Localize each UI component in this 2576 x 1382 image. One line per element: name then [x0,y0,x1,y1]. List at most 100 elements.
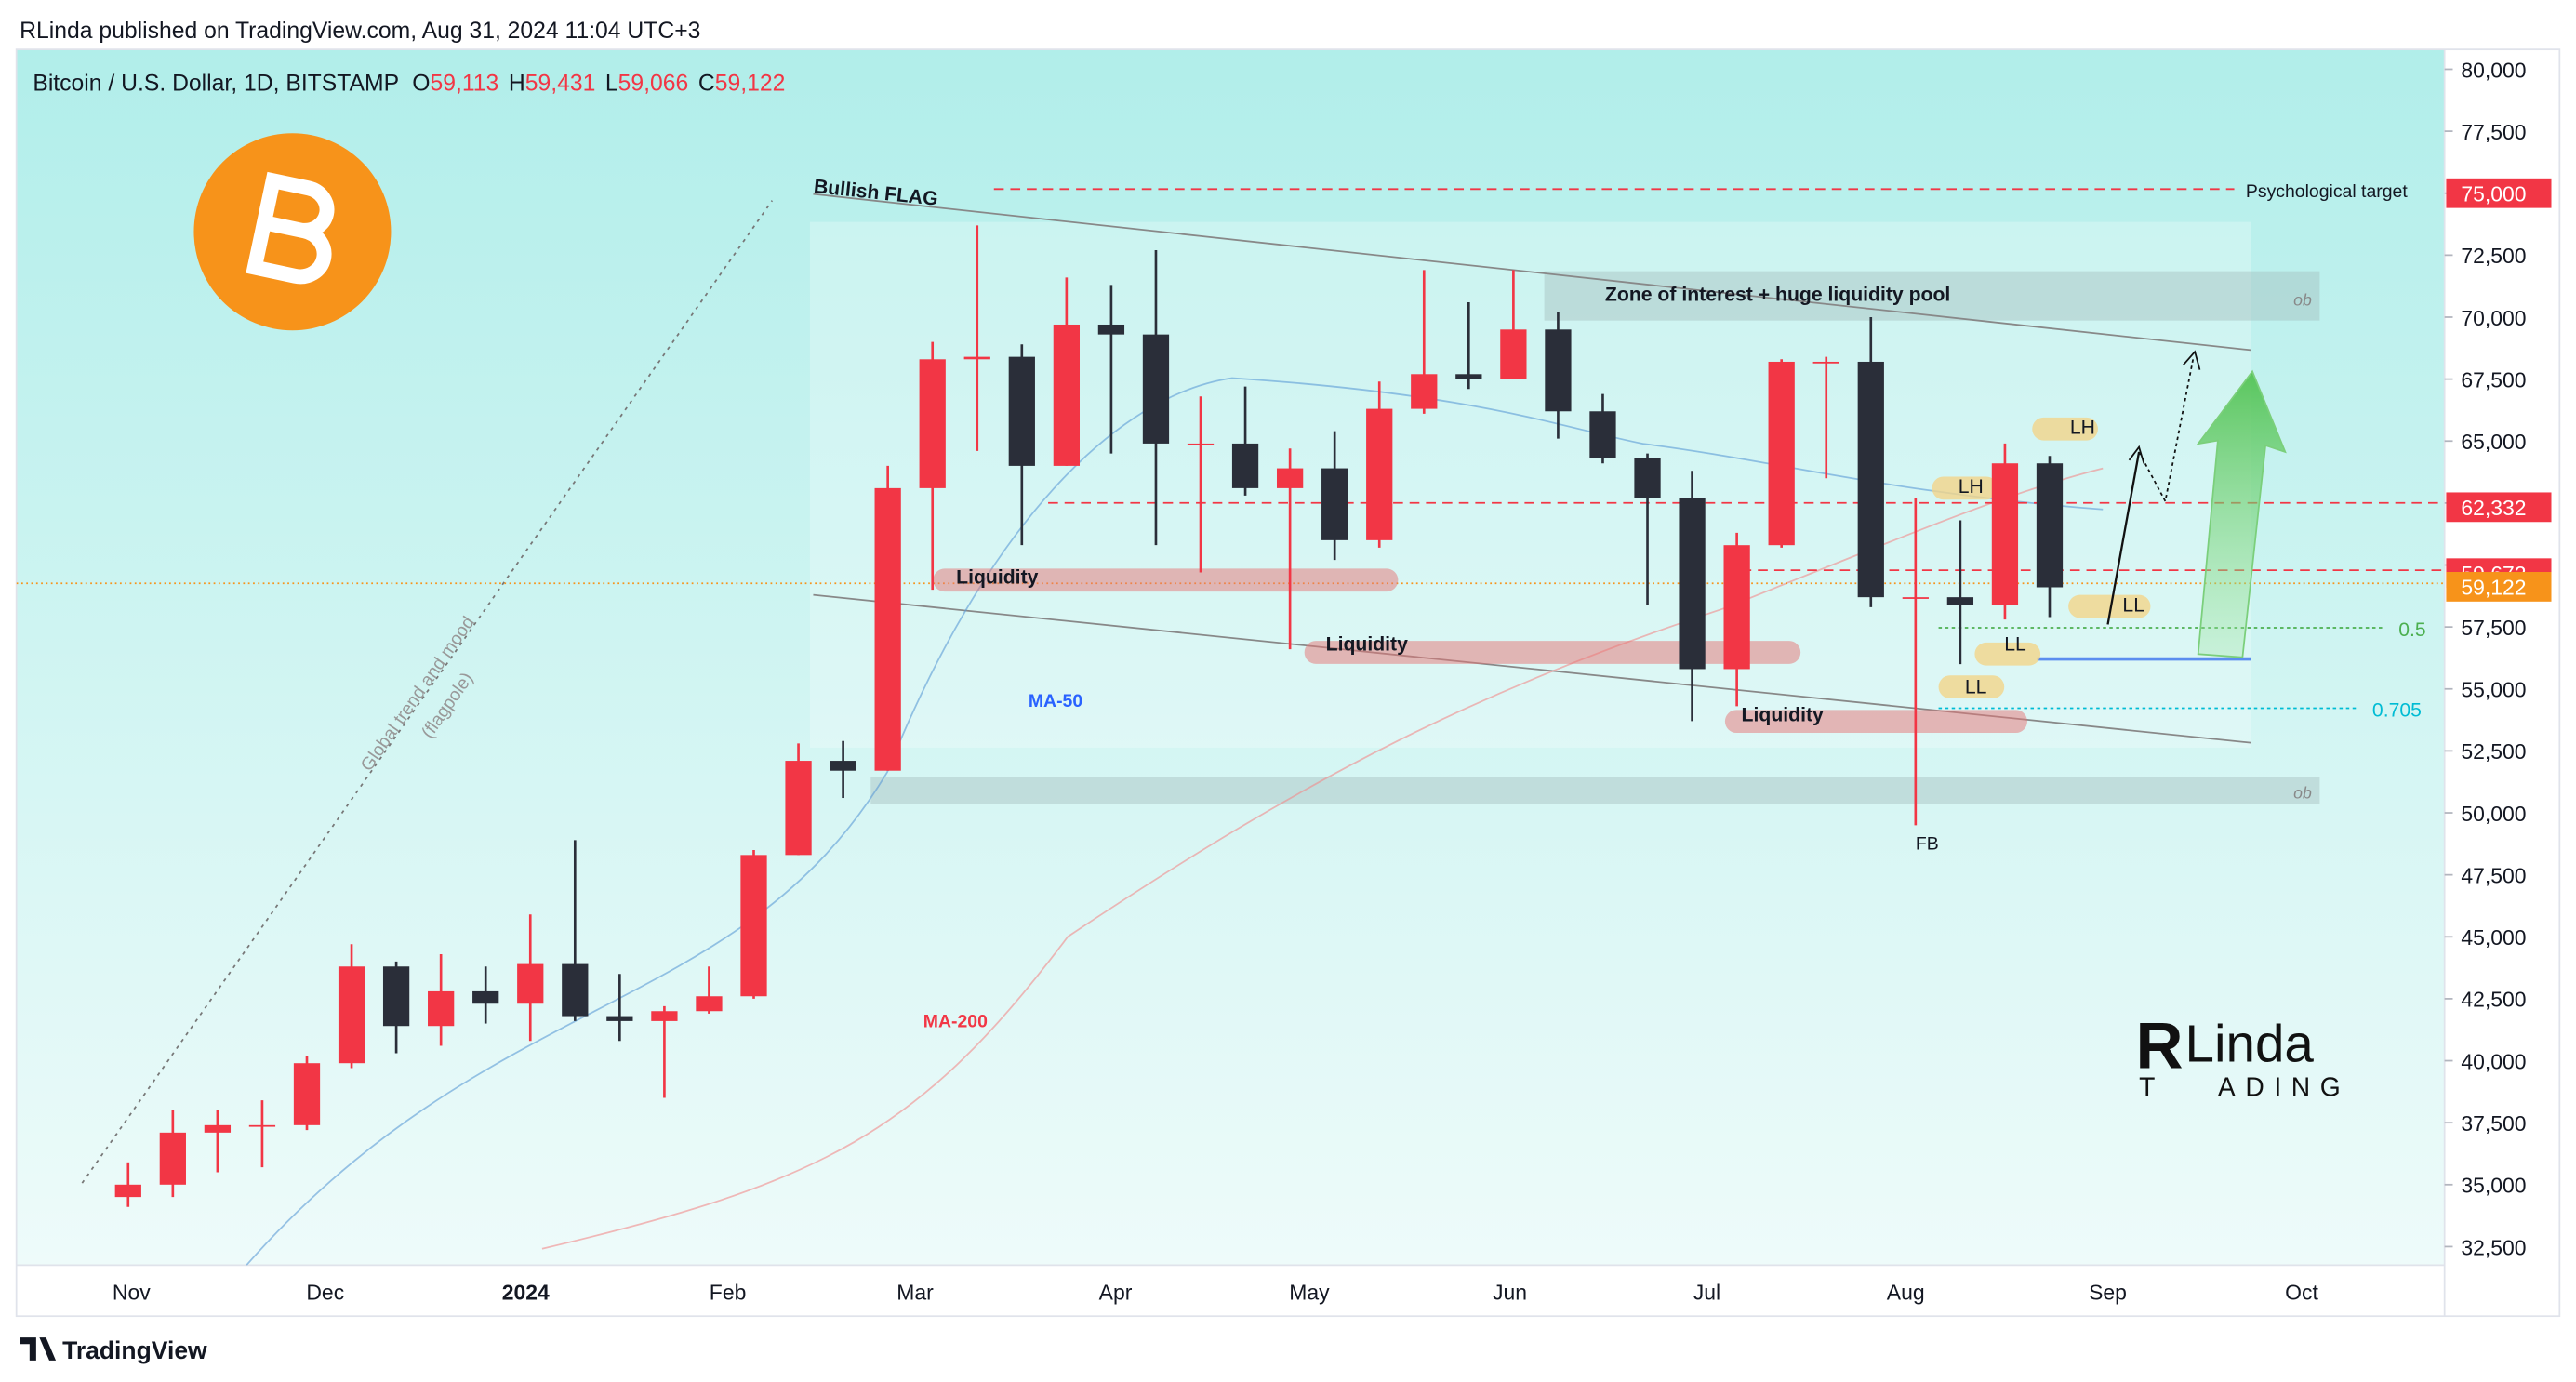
candle-body [785,761,812,856]
candle-body [517,963,544,1004]
candle-body [1500,329,1527,379]
price-tag [2446,572,2552,602]
y-tick-label: 45,000 [2461,925,2526,950]
annotations: Bullish FLAG Zone of interest + huge liq… [813,176,2144,1031]
candle-body [338,966,365,1064]
y-tick-label: 47,500 [2461,863,2526,887]
ll-label: LL [2004,634,2026,656]
y-tick-label: 72,500 [2461,244,2526,268]
l-label: L [605,71,618,96]
y-tick-label: 42,500 [2461,988,2526,1012]
candle-body [606,1016,633,1021]
price-tag-label: 62,332 [2461,496,2526,520]
ob-label: ob [2293,291,2312,310]
y-tick-label: 65,000 [2461,430,2526,454]
candle-body [919,359,946,488]
logo-r: R [2136,1008,2184,1082]
brand: TradingView [62,1336,207,1364]
y-tick-label: 37,500 [2461,1111,2526,1136]
candle-body [159,1132,186,1185]
candle-body [1812,361,1839,364]
y-tick-label: 77,500 [2461,120,2526,144]
y-tick-label: 80,000 [2461,58,2526,82]
lh-label: LH [1959,476,1984,498]
candle-body [963,356,990,360]
candle-body [1946,597,1974,605]
candle-body [1097,324,1125,335]
symbol-name: Bitcoin / U.S. Dollar, 1D, BITSTAMP [33,71,399,96]
ma200-label: MA-200 [923,1011,988,1031]
ma50-label: MA-50 [1029,691,1082,711]
candle-body [1902,597,1929,599]
candle-body [204,1124,232,1133]
y-tick-label: 67,500 [2461,367,2526,392]
candle-body [293,1063,321,1125]
x-tick-label: Apr [1099,1281,1133,1305]
candle-body [1053,324,1080,466]
candle-body [1679,498,1706,670]
price-tag-label: 59,122 [2461,576,2526,600]
price-tag-label: 75,000 [2461,182,2526,206]
logo-t: T [2139,1071,2161,1101]
candle-body [1723,545,1750,670]
y-tick-label: 40,000 [2461,1049,2526,1073]
candle-body [1142,334,1170,444]
y-tick-label: 55,000 [2461,678,2526,702]
candle-body [1321,468,1348,540]
candle-body [1455,374,1482,379]
candle-body [1366,408,1393,540]
fib-label: 0.5 [2398,619,2425,641]
big-arrow [2196,369,2287,658]
liquidity-zone [933,568,1399,592]
x-tick-label: Dec [306,1281,344,1305]
candle-body [1545,329,1572,412]
liquidity-label: Liquidity [1742,705,1824,726]
frame [15,48,2561,1318]
logo-ading: ADING [2218,1071,2350,1101]
footer: TradingView [20,1336,207,1364]
x-tick-label: 2024 [502,1281,550,1305]
candle-body [248,1124,276,1127]
arrow [2138,358,2195,504]
candle-body [1589,411,1616,458]
liquidity-label: Liquidity [956,566,1038,588]
y-tick-label: 50,000 [2461,802,2526,826]
candle-body [1231,443,1259,488]
pivot-zone [1938,675,2005,698]
zone [1544,271,2320,321]
y-tick-label: 57,500 [2461,616,2526,640]
candle-body [1187,443,1215,445]
x-tick-label: Jun [1493,1281,1527,1305]
ob-zone [870,777,2320,804]
o-label: O [412,71,430,96]
candles [114,225,2064,1207]
price-tag [2446,492,2552,523]
c: 59,122 [715,71,786,96]
x-tick-label: Jul [1693,1281,1720,1305]
h: 59,431 [525,71,596,96]
zone-label: Zone of interest + huge liquidity pool [1605,284,1950,305]
c-label: C [698,71,715,96]
x-tick-label: May [1289,1281,1330,1305]
target-label: Psychological target [2246,181,2408,202]
h-label: H [509,71,525,96]
tv-icon [20,1337,57,1361]
candle-body [1768,361,1795,546]
candle-body [1634,458,1661,498]
candle-body [830,761,856,771]
ma-200 [541,467,2104,1250]
ll-label: LL [2122,594,2144,616]
arrow [2106,451,2141,625]
ll-label: LL [1965,677,1987,698]
y-tick-label: 32,500 [2461,1235,2526,1259]
candle-body [2036,463,2064,588]
pivot-zone [1974,642,2041,666]
published: RLinda published on TradingView.com, Aug… [20,19,700,44]
candle-body [472,990,499,1004]
candle-body [382,966,410,1027]
candle-body [1008,356,1035,466]
pivot-zone [1932,476,1998,500]
channel-top [813,193,2251,352]
pivot-zone [2068,594,2151,618]
